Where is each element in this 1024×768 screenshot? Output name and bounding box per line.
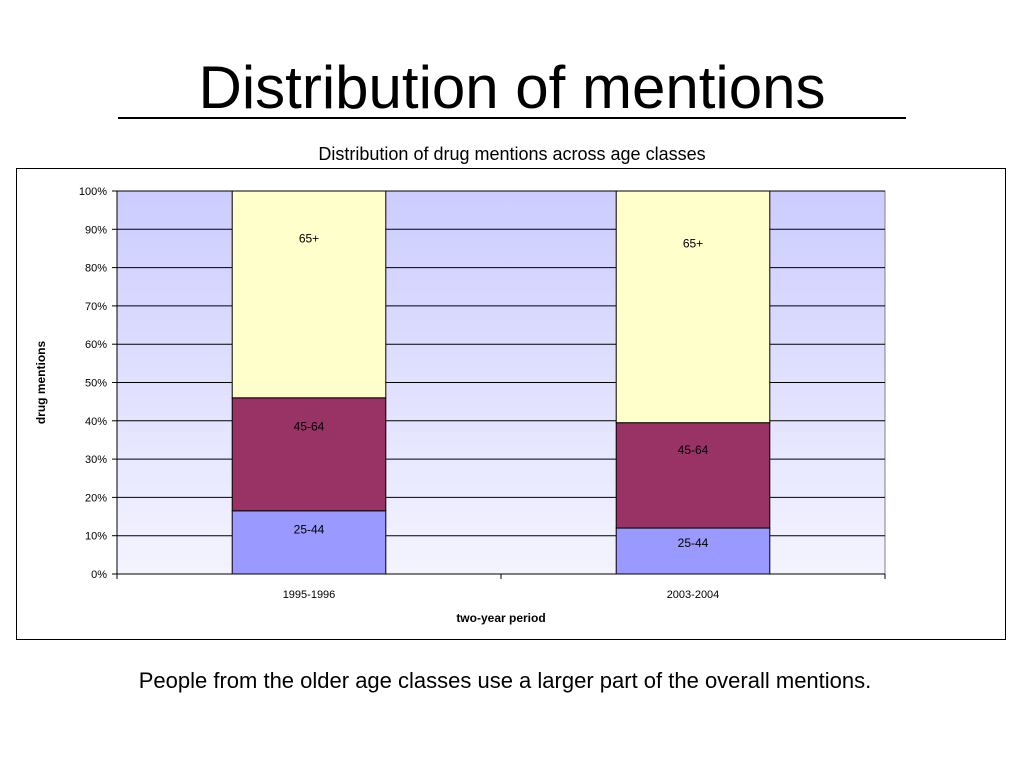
slide-title: Distribution of mentions bbox=[198, 54, 826, 121]
y-tick-label: 30% bbox=[85, 454, 107, 466]
y-tick-label: 10% bbox=[85, 531, 107, 543]
segment-label: 45-64 bbox=[294, 419, 325, 433]
title-underline bbox=[118, 117, 906, 119]
segment-label: 65+ bbox=[683, 236, 703, 250]
bar-segment bbox=[615, 527, 771, 575]
bar-segment bbox=[615, 422, 771, 529]
segment-label: 25-44 bbox=[294, 522, 325, 536]
x-tick-label: 2003-2004 bbox=[667, 589, 720, 601]
bar-segment bbox=[615, 190, 771, 424]
y-tick-label: 60% bbox=[85, 339, 107, 351]
y-tick-label: 20% bbox=[85, 492, 107, 504]
y-tick-label: 90% bbox=[85, 224, 107, 236]
bar-segment bbox=[231, 190, 387, 399]
bar-segment bbox=[231, 510, 387, 575]
y-tick-label: 100% bbox=[79, 186, 107, 198]
x-tick-label: 1995-1996 bbox=[283, 589, 336, 601]
y-tick-label: 0% bbox=[91, 569, 107, 581]
y-tick-label: 70% bbox=[85, 301, 107, 313]
y-axis-title: drug mentions bbox=[34, 341, 48, 425]
stacked-bar-chart: 25-44 45-64 65+ 25-44 45-64 65+ 0% 10% 20% 30% 40… bbox=[34, 186, 886, 625]
segment-label: 65+ bbox=[299, 231, 319, 245]
y-tick-label: 80% bbox=[85, 263, 107, 275]
chart-title: Distribution of drug mentions across age… bbox=[318, 144, 706, 164]
bar-segment bbox=[231, 397, 387, 512]
chart-area: 25-44 45-64 65+ 25-44 45-64 65+ 0% 10% 20% 30% 40… bbox=[16, 168, 1006, 640]
segment-label: 25-44 bbox=[678, 536, 709, 550]
x-axis-title: two-year period bbox=[456, 611, 545, 625]
slide-caption: People from the older age classes use a … bbox=[138, 668, 872, 693]
segment-label: 45-64 bbox=[678, 443, 709, 457]
y-tick-label: 40% bbox=[85, 416, 107, 428]
y-tick-label: 50% bbox=[85, 378, 107, 390]
